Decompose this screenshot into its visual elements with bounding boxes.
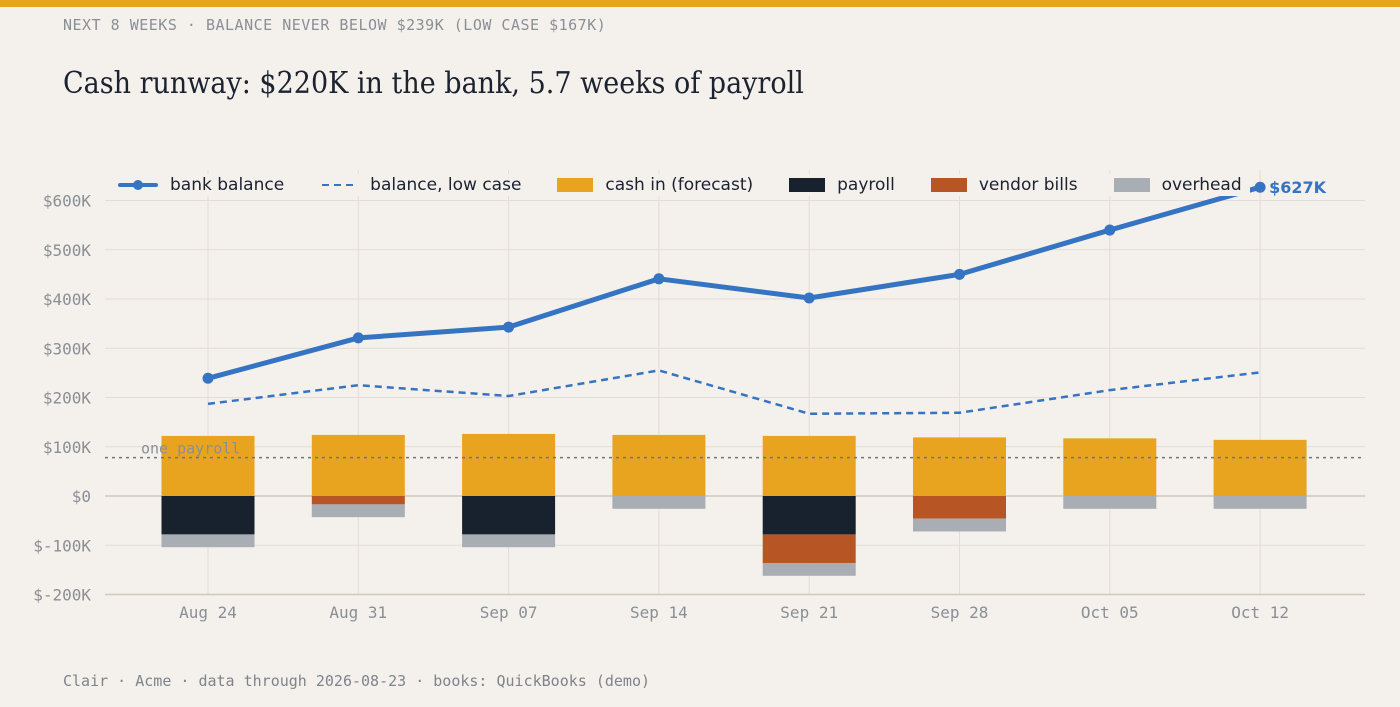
legend-swatch-overhead [1113,178,1150,192]
end-value-label: $627K [1269,178,1327,197]
legend-swatch-cash-in [557,178,594,192]
point-bank-balance [352,332,364,344]
page-title: Cash runway: $220K in the bank, 5.7 week… [63,66,804,101]
bar-overhead [1213,496,1307,509]
bar-overhead [1063,496,1157,509]
labels-layer: $-200K $-100K $0 $100K $200K $300K $400K $500K $… [33,178,1326,622]
y-tick-label: $500K [43,241,92,260]
legend-item-payroll: payroll [789,175,895,195]
legend-item-bank-balance: bank balance [118,175,284,195]
line-bank-balance [205,184,1263,381]
reference-layer: one payroll [105,440,1365,459]
x-tick-label: Sep 28 [931,603,989,622]
point-bank-balance [1254,181,1266,193]
legend-item-vendor-bills: vendor bills [930,175,1078,195]
legend-swatch-vendor-bills [930,178,967,192]
line-low-case [207,369,1261,416]
legend-label: bank balance [170,175,285,195]
x-tick-label: Oct 05 [1081,603,1139,622]
point-bank-balance [202,372,214,384]
bar-overhead [913,518,1006,532]
point-bank-balance [503,321,515,333]
bar-overhead [762,562,856,576]
y-tick-label: $0 [72,487,91,506]
legend-label: overhead [1161,175,1242,195]
point-bank-balance [954,268,965,280]
y-tick-label: $100K [43,438,92,457]
bar-overhead [612,496,706,509]
legend-swatch-payroll [789,178,826,192]
bar-cash-in [311,434,405,496]
x-tick-label: Sep 14 [630,603,688,622]
legend-label: cash in (forecast) [605,175,754,195]
x-tick-label: Oct 12 [1231,603,1289,622]
reference-line-label: one payroll [141,440,240,458]
legend-label: balance, low case [370,175,522,195]
lines-layer [202,181,1266,416]
bar-vendor-bills [913,496,1006,519]
bar-payroll [462,496,556,535]
top-accent-bar [0,0,1400,7]
legend-label: payroll [837,175,895,195]
x-tick-label: Sep 21 [780,603,838,622]
legend-swatch-dashed [322,184,359,186]
bar-cash-in [1063,438,1157,496]
bars-layer [161,433,1307,576]
legend-label: vendor bills [978,175,1078,195]
eyebrow-text: NEXT 8 WEEKS · BALANCE NEVER BELOW $239K… [63,16,607,34]
grid-layer [105,170,1365,596]
chart-legend: bank balance balance, low case cash in (… [118,174,1250,196]
bar-cash-in [762,435,856,496]
bar-cash-in [161,435,255,496]
bar-payroll [161,496,255,535]
x-tick-label: Sep 07 [480,603,538,622]
point-bank-balance [1104,224,1116,236]
bar-cash-in [612,434,706,496]
point-bank-balance [653,273,665,285]
bar-cash-in [462,433,556,496]
x-tick-label: Aug 31 [329,603,387,622]
x-tick-label: Aug 24 [179,603,237,622]
legend-item-cash-in: cash in (forecast) [557,175,753,195]
y-tick-label: $600K [43,192,92,211]
legend-item-overhead: overhead [1113,175,1242,195]
legend-item-low-case: balance, low case [320,175,521,195]
bar-overhead [161,534,255,548]
bar-payroll [762,496,856,535]
bar-cash-in [1213,439,1307,496]
footer-source: Clair · Acme · data through 2026-08-23 ·… [63,672,650,690]
bar-vendor-bills [311,496,405,505]
y-tick-label: $400K [43,290,92,309]
point-bank-balance [803,292,815,304]
bar-overhead [311,504,405,518]
y-tick-label: $300K [43,339,92,358]
bar-vendor-bills [762,534,856,563]
y-tick-label: $200K [43,389,92,408]
y-tick-label: $-200K [33,586,91,605]
bar-overhead [462,534,556,548]
legend-swatch-line [118,178,158,192]
bar-cash-in [913,437,1006,496]
y-tick-label: $-100K [33,536,91,555]
